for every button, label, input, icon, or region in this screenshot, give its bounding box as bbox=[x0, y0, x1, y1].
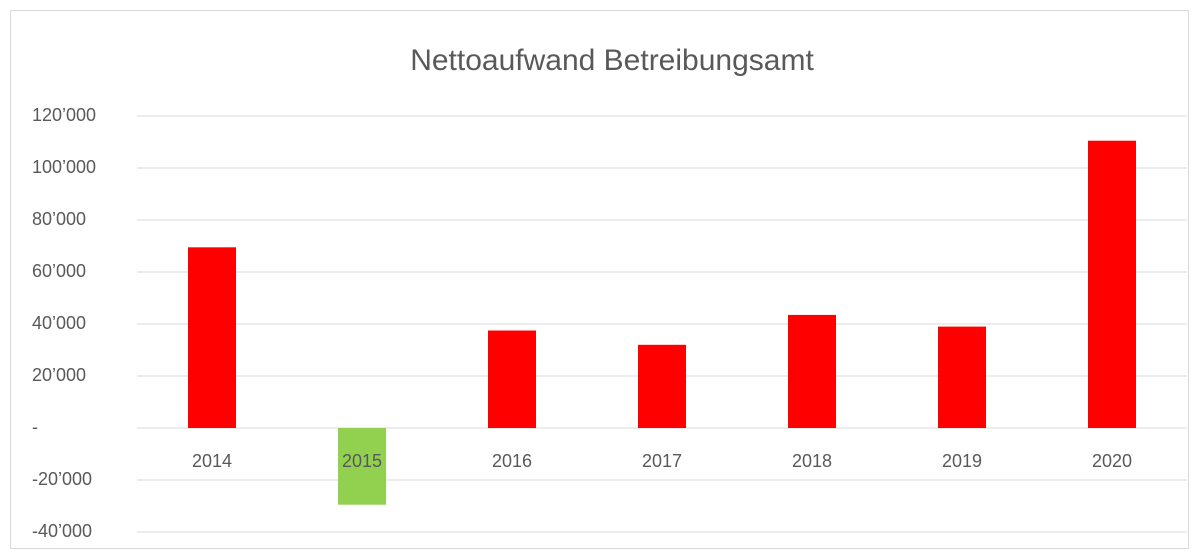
y-tick-label: -20’000 bbox=[32, 469, 92, 489]
x-tick-label: 2020 bbox=[1092, 451, 1132, 471]
x-tick-label: 2016 bbox=[492, 451, 532, 471]
chart-title: Nettoaufwand Betreibungsamt bbox=[410, 44, 814, 77]
y-tick-label: 100’000 bbox=[32, 157, 96, 177]
x-tick-label: 2018 bbox=[792, 451, 832, 471]
y-tick-label: 60’000 bbox=[32, 261, 86, 281]
x-tick-label: 2017 bbox=[642, 451, 682, 471]
bar bbox=[338, 428, 386, 505]
y-tick-label: 80’000 bbox=[32, 209, 86, 229]
y-tick-label: -40’000 bbox=[32, 521, 92, 541]
y-tick-label: - bbox=[32, 417, 38, 437]
x-tick-label: 2014 bbox=[192, 451, 232, 471]
y-tick-label: 20’000 bbox=[32, 365, 86, 385]
x-tick-label: 2015 bbox=[342, 451, 382, 471]
bar bbox=[1088, 140, 1136, 428]
chart-border bbox=[10, 10, 1189, 549]
bar bbox=[488, 330, 536, 428]
bar bbox=[938, 326, 986, 428]
y-tick-label: 120’000 bbox=[32, 105, 96, 125]
x-tick-label: 2019 bbox=[942, 451, 982, 471]
bar bbox=[188, 247, 236, 428]
y-tick-label: 40’000 bbox=[32, 313, 86, 333]
bar bbox=[788, 314, 836, 428]
bar bbox=[638, 344, 686, 428]
